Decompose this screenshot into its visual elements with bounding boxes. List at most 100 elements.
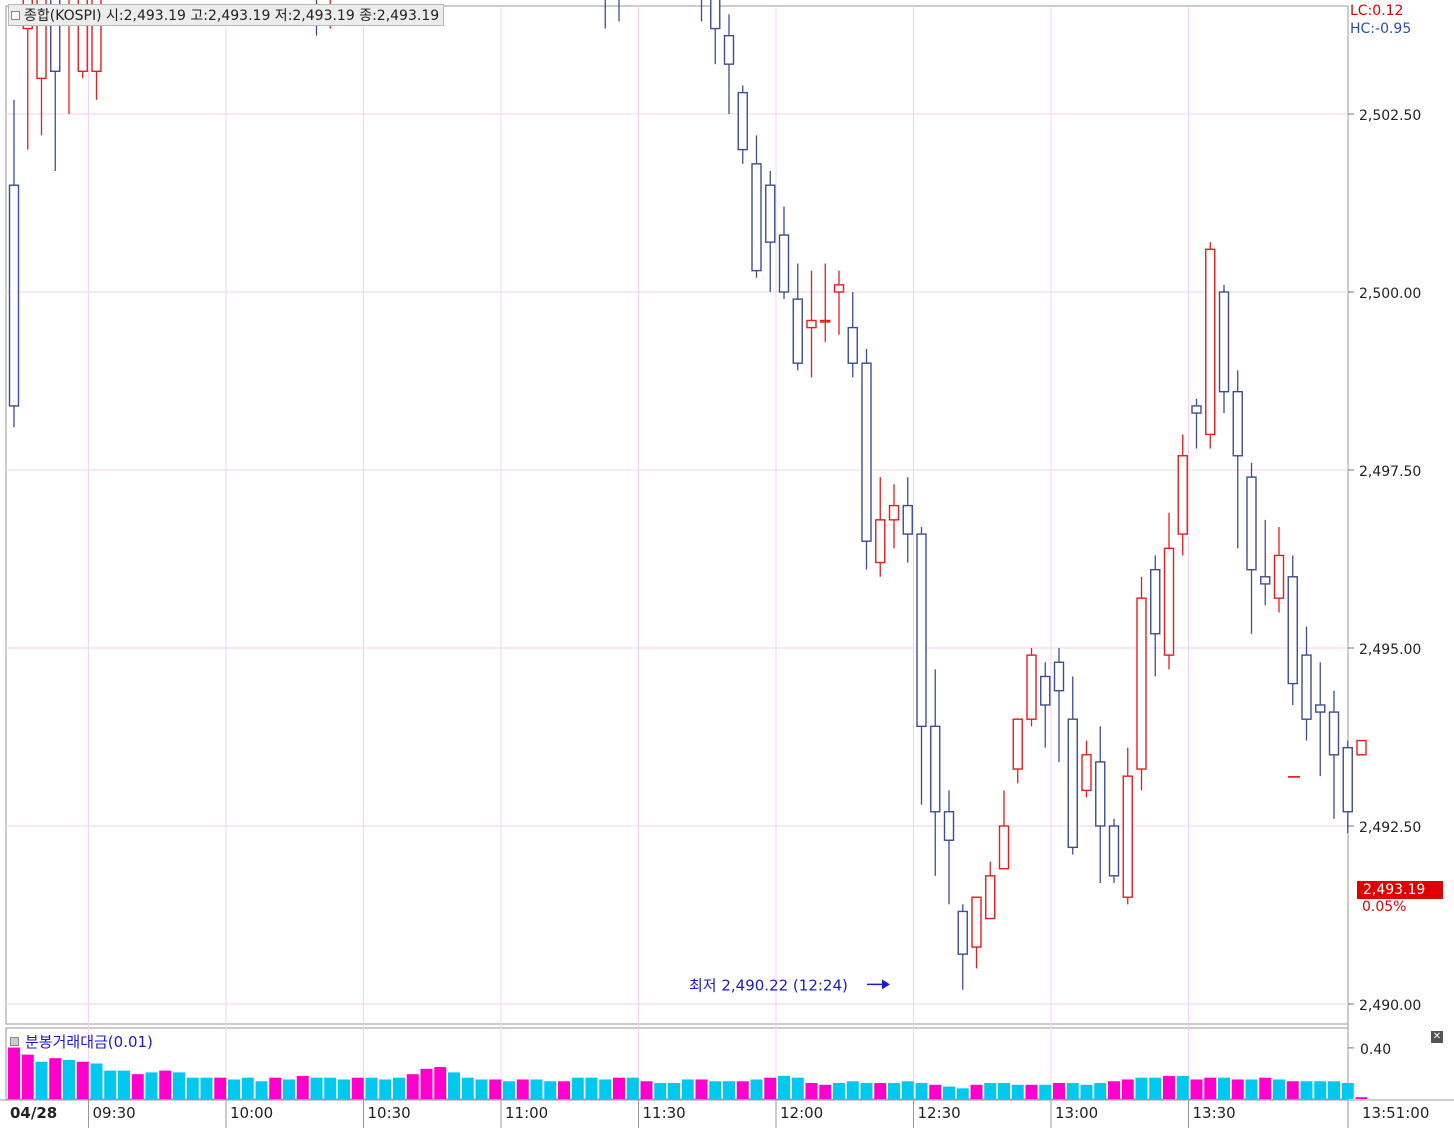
- volume-square-icon[interactable]: [10, 1037, 19, 1046]
- volume-bar: [1080, 1084, 1093, 1099]
- low-arrow-head: [882, 979, 890, 990]
- candle-body: [1273, 554, 1285, 599]
- candle-body: [971, 896, 982, 948]
- volume-bar: [1314, 1081, 1327, 1099]
- symbol-header[interactable]: 종합(KOSPI) 시:2,493.19 고:2,493.19 저:2,493.…: [8, 4, 445, 26]
- candle-body: [1150, 568, 1161, 635]
- candle-body: [778, 234, 790, 293]
- x-tick-label: 11:30: [643, 1104, 686, 1122]
- volume-bar: [998, 1083, 1010, 1099]
- volume-bar: [1355, 1097, 1368, 1099]
- volume-bar: [365, 1077, 378, 1099]
- volume-bar: [819, 1084, 832, 1099]
- candle-body: [1067, 718, 1078, 849]
- volume-bar: [324, 1077, 337, 1099]
- volume-bar: [984, 1083, 997, 1099]
- volume-bar: [929, 1084, 942, 1099]
- candle-body: [723, 34, 735, 65]
- candle-body: [930, 725, 941, 813]
- volume-bar: [118, 1070, 130, 1099]
- candle-body: [1191, 405, 1202, 414]
- volume-bar: [736, 1081, 749, 1099]
- y-tick-label: 2,502.50: [1359, 108, 1421, 124]
- volume-bar: [503, 1081, 515, 1099]
- volume-bar: [530, 1079, 543, 1099]
- volume-bar: [186, 1077, 199, 1099]
- candle-body: [1177, 455, 1188, 535]
- volume-bar: [379, 1079, 392, 1099]
- candle-body: [902, 504, 913, 535]
- header-square-icon[interactable]: [11, 10, 20, 20]
- x-tick-label: 10:00: [230, 1104, 273, 1122]
- candle-body: [1356, 739, 1367, 756]
- volume-bar: [269, 1077, 282, 1099]
- candle-body: [1328, 711, 1340, 756]
- volume-bar: [860, 1083, 873, 1099]
- volume-bar: [901, 1081, 914, 1099]
- volume-bar: [1245, 1079, 1258, 1099]
- volume-bar: [544, 1081, 557, 1099]
- volume-bar: [104, 1070, 117, 1099]
- volume-bar: [310, 1077, 323, 1099]
- y-tick-label: 2,492.50: [1359, 820, 1421, 836]
- candle-body: [916, 533, 927, 728]
- volume-bar: [970, 1084, 983, 1099]
- candle-body: [1122, 775, 1133, 898]
- volume-bar: [791, 1077, 804, 1099]
- candle-body: [985, 875, 996, 920]
- candle-body: [1136, 597, 1147, 770]
- candle-body: [751, 163, 762, 272]
- volume-bar: [255, 1081, 268, 1099]
- volume-bar: [1190, 1079, 1203, 1099]
- current-change-tag: 0.05%: [1362, 899, 1407, 915]
- volume-bar: [1025, 1084, 1038, 1099]
- volume-bar: [63, 1059, 75, 1099]
- volume-bar: [1121, 1079, 1134, 1099]
- candle-body: [998, 825, 1010, 870]
- volume-panel-title[interactable]: 분봉거래대금(0.01): [10, 1031, 153, 1052]
- volume-bar: [296, 1075, 309, 1099]
- volume-bar: [1328, 1081, 1340, 1099]
- x-tick-label: 10:30: [368, 1104, 411, 1122]
- volume-bar: [874, 1083, 887, 1099]
- volume-bar: [805, 1083, 818, 1099]
- volume-bar: [1273, 1079, 1285, 1099]
- symbol-title: 종합(KOSPI) 시:2,493.19 고:2,493.19 저:2,493.…: [24, 8, 440, 24]
- x-tick-label: 13:30: [1193, 1104, 1236, 1122]
- close-icon[interactable]: ✕: [1431, 1031, 1443, 1043]
- volume-y-tick-label: 0.40: [1360, 1042, 1391, 1058]
- volume-bar: [681, 1079, 694, 1099]
- volume-bar: [668, 1083, 680, 1099]
- y-tick-label: 2,500.00: [1359, 286, 1421, 302]
- candle-body: [1246, 476, 1257, 571]
- candle-body: [833, 284, 845, 293]
- hc-label: HC:-0.95: [1350, 21, 1412, 37]
- volume-bar: [8, 1047, 20, 1099]
- volume-bar: [35, 1061, 48, 1099]
- volume-bar: [338, 1079, 350, 1099]
- lc-label: LC:0.12: [1350, 3, 1404, 19]
- volume-bar: [956, 1088, 969, 1099]
- x-tick-label: 09:30: [93, 1104, 136, 1122]
- volume-bar: [1204, 1077, 1217, 1099]
- volume-bar: [654, 1083, 667, 1099]
- current-price-tag: 2,493.19: [1357, 881, 1443, 899]
- volume-bar: [1218, 1077, 1230, 1099]
- volume-bar: [750, 1079, 763, 1099]
- volume-bar: [283, 1079, 295, 1099]
- volume-bar: [1053, 1083, 1065, 1099]
- volume-bar: [90, 1063, 103, 1099]
- volume-bar: [1011, 1084, 1024, 1099]
- volume-bar: [695, 1079, 708, 1099]
- volume-bar: [915, 1083, 928, 1099]
- candle-body: [1026, 654, 1037, 720]
- volume-bar: [764, 1077, 777, 1099]
- candle-body: [1315, 704, 1326, 713]
- volume-bar: [516, 1079, 529, 1099]
- volume-bar: [1163, 1075, 1175, 1099]
- volume-bar: [475, 1079, 488, 1099]
- volume-bar: [434, 1067, 447, 1099]
- volume-bar: [21, 1054, 34, 1099]
